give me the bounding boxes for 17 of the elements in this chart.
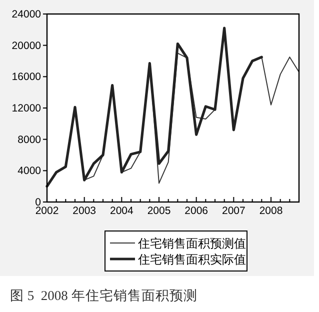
y-tick-label: 4000: [18, 165, 42, 178]
x-tick-label: 2004: [110, 205, 134, 217]
line-series: [46, 26, 263, 188]
x-tick-label: 2002: [35, 205, 59, 217]
y-tick-label: 16000: [12, 71, 42, 84]
x-tick-label: 2003: [72, 205, 96, 217]
y-tick-label: 12000: [12, 102, 42, 114]
x-tick-label: 2005: [147, 205, 171, 217]
x-tick-label: 2007: [222, 205, 246, 217]
legend-label: 住宅销售面积预测值: [137, 236, 246, 250]
y-tick-label: 20000: [12, 40, 42, 52]
legend-label: 住宅销售面积实际值: [137, 252, 246, 266]
x-tick-label: 2006: [184, 205, 208, 217]
x-tick-label: 2008: [259, 205, 283, 217]
y-tick-label: 8000: [18, 134, 42, 146]
caption: 图 5 2008 年住宅销售面积预测: [10, 288, 198, 303]
y-tick-label: 24000: [12, 8, 42, 20]
